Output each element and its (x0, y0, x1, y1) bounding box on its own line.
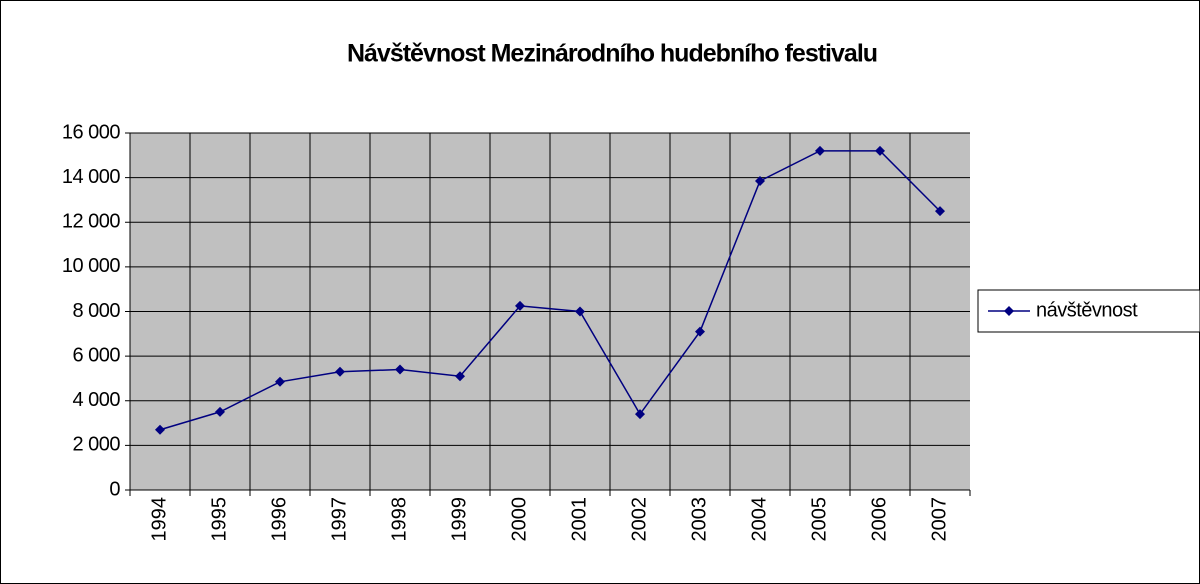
point-marker (455, 371, 465, 382)
legend-box (977, 289, 1200, 333)
point-marker (875, 145, 885, 156)
point-marker (935, 206, 945, 217)
x-tick-label: 1998 (388, 497, 410, 542)
y-tick-label: 0 (109, 478, 120, 500)
x-tick-label: 2000 (508, 497, 530, 542)
y-tick-label: 2 000 (72, 434, 120, 456)
y-tick-label: 10 000 (62, 255, 121, 277)
y-tick-label: 12 000 (62, 211, 121, 233)
x-tick-label: 2002 (628, 497, 650, 542)
y-tick-label: 6 000 (72, 344, 120, 366)
point-marker (635, 409, 645, 420)
x-tick-label: 2003 (688, 497, 710, 542)
x-tick-label: 2006 (868, 497, 890, 542)
point-marker (755, 175, 765, 186)
x-tick-label: 2004 (748, 497, 770, 542)
point-marker (335, 366, 345, 377)
x-tick-label: 2005 (808, 497, 830, 542)
y-tick-label: 8 000 (72, 300, 120, 322)
point-marker (395, 364, 405, 375)
y-tick-label: 14 000 (62, 166, 121, 188)
point-marker (815, 145, 825, 156)
x-tick-label: 2001 (568, 497, 590, 542)
y-tick-label: 16 000 (62, 121, 121, 143)
legend-label: návštěvnost (1036, 299, 1138, 321)
x-tick-label: 1999 (448, 497, 470, 542)
x-tick-label: 1994 (148, 497, 170, 542)
point-marker (215, 406, 225, 417)
legend-marker (1004, 306, 1014, 316)
x-tick-label: 1995 (208, 497, 230, 542)
point-marker (575, 306, 585, 317)
series-line (159, 150, 941, 431)
x-tick-label: 1996 (268, 497, 290, 542)
y-tick-label: 4 000 (72, 389, 120, 411)
chart-title: Návštěvnost Mezinárodního hudebního fest… (347, 40, 877, 68)
point-marker (695, 326, 705, 337)
point-marker (155, 424, 165, 435)
x-tick-label: 1997 (328, 497, 350, 542)
x-tick-label: 2007 (928, 497, 950, 542)
point-marker (515, 300, 525, 311)
point-marker (275, 376, 285, 387)
